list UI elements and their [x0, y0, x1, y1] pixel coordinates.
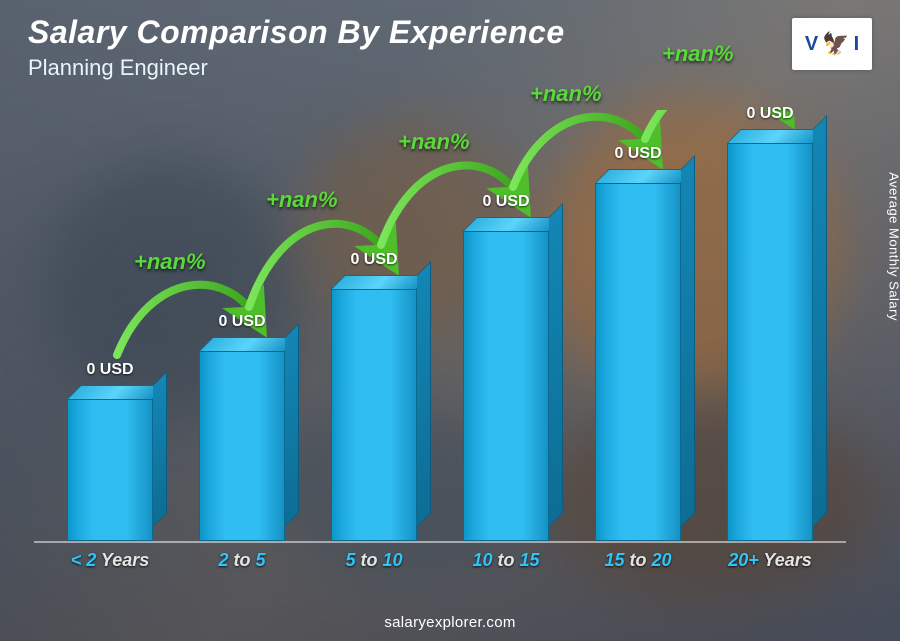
bar-column: 0 USD	[308, 289, 440, 541]
delta-label: +nan%	[530, 81, 602, 107]
bar-side-face	[549, 203, 563, 527]
bar-column: 0 USD	[176, 351, 308, 541]
bar-front	[727, 143, 813, 541]
bar-top-face	[67, 385, 167, 399]
bar-top-face	[727, 129, 827, 143]
flag-letter-i: I	[854, 33, 860, 56]
page-subtitle: Planning Engineer	[28, 55, 565, 81]
bar-side-face	[285, 323, 299, 527]
bar-column: 0 USD	[704, 143, 836, 541]
chart-stage: Salary Comparison By Experience Planning…	[0, 0, 900, 641]
bar-top-face	[199, 337, 299, 351]
bar: 0 USD	[463, 231, 549, 541]
bar-top-face	[331, 275, 431, 289]
bar-side-face	[813, 115, 827, 527]
bar-front	[67, 399, 153, 541]
bar-value-label: 0 USD	[436, 193, 576, 211]
header: Salary Comparison By Experience Planning…	[28, 14, 565, 81]
bars-container: 0 USD 0 USD 0 USD 0 USD 0 USD 0 USD	[44, 110, 836, 541]
bar: 0 USD	[595, 183, 681, 541]
bar-front	[199, 351, 285, 541]
bar-value-label: 0 USD	[568, 145, 708, 163]
bar-value-label: 0 USD	[304, 251, 444, 269]
bar-front	[331, 289, 417, 541]
chart-area: 0 USD0 USD0 USD0 USD0 USD0 USD < 2 Years…	[44, 110, 836, 567]
flag-letter-v: V	[805, 33, 818, 56]
y-axis-label: Average Monthly Salary	[887, 172, 900, 321]
bar: 0 USD	[67, 399, 153, 541]
delta-label: +nan%	[662, 41, 734, 67]
bar: 0 USD	[727, 143, 813, 541]
flag-eagle-icon: 🦅	[822, 31, 849, 57]
bar-value-label: 0 USD	[700, 105, 840, 123]
x-tick: < 2 Years	[44, 550, 176, 571]
bar-top-face	[463, 217, 563, 231]
bar-value-label: 0 USD	[40, 361, 180, 379]
bar-side-face	[681, 155, 695, 527]
bar-value-label: 0 USD	[172, 313, 312, 331]
footer-attribution: salaryexplorer.com	[0, 614, 900, 631]
bar: 0 USD	[331, 289, 417, 541]
x-tick: 20+ Years	[704, 550, 836, 571]
x-tick: 10 to 15	[440, 550, 572, 571]
bar-column: 0 USD	[440, 231, 572, 541]
x-axis: < 2 Years2 to 55 to 1010 to 1515 to 2020…	[44, 550, 836, 571]
bar-side-face	[417, 261, 431, 527]
bar-front	[463, 231, 549, 541]
flag-badge: V 🦅 I	[792, 18, 872, 70]
bar-side-face	[153, 371, 167, 527]
bar-column: 0 USD	[44, 399, 176, 541]
x-tick: 5 to 10	[308, 550, 440, 571]
bar-column: 0 USD	[572, 183, 704, 541]
bar: 0 USD	[199, 351, 285, 541]
x-tick: 15 to 20	[572, 550, 704, 571]
page-title: Salary Comparison By Experience	[28, 14, 565, 51]
bar-front	[595, 183, 681, 541]
x-tick: 2 to 5	[176, 550, 308, 571]
bar-top-face	[595, 169, 695, 183]
chart-baseline	[34, 541, 846, 543]
